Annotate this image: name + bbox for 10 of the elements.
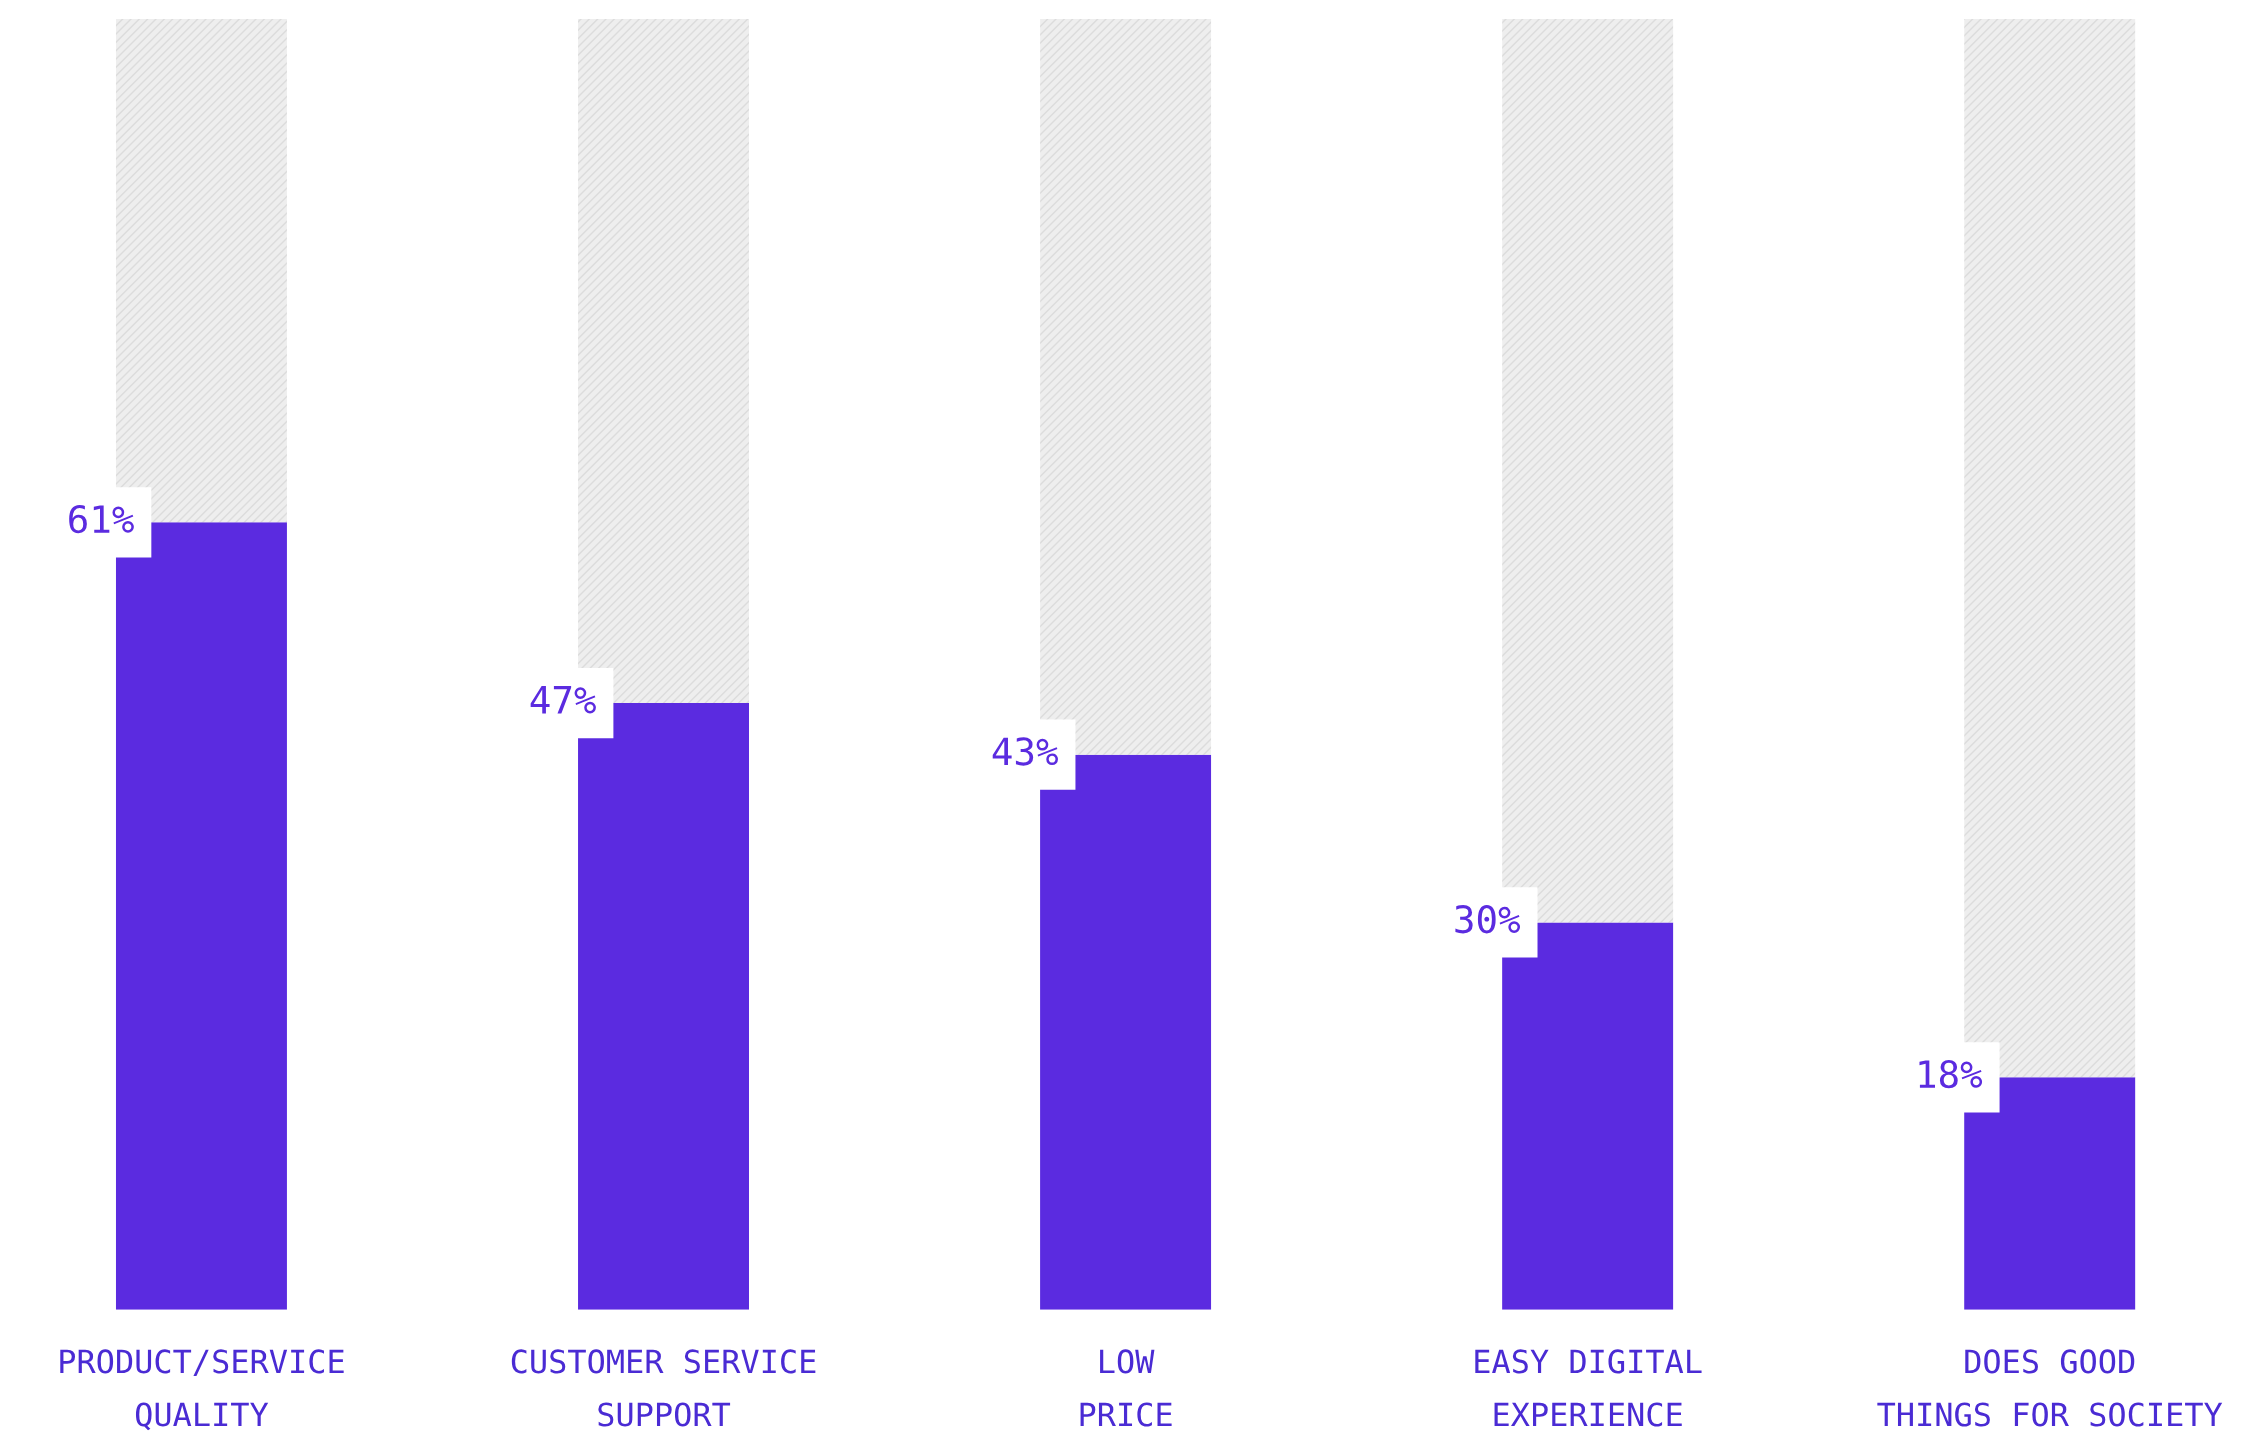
x-tick-label: EASY DIGITAL EXPERIENCE bbox=[1475, 1349, 1702, 1427]
x-tick-label: LOW PRICE bbox=[1080, 1349, 1172, 1427]
data-label: 47% bbox=[530, 686, 596, 714]
data-label: 43% bbox=[992, 737, 1058, 766]
x-tick-label: PRODUCT/SERVICE QUALITY bbox=[60, 1349, 344, 1431]
data-label: 30% bbox=[1455, 905, 1521, 934]
data-label: 18% bbox=[1919, 1059, 1983, 1089]
x-tick-label: CUSTOMER SERVICE SUPPORT bbox=[511, 1349, 816, 1427]
data-label: 61% bbox=[69, 504, 134, 534]
x-tick-label: DOES GOOD THINGS FOR SOCIETY bbox=[1877, 1349, 2223, 1427]
